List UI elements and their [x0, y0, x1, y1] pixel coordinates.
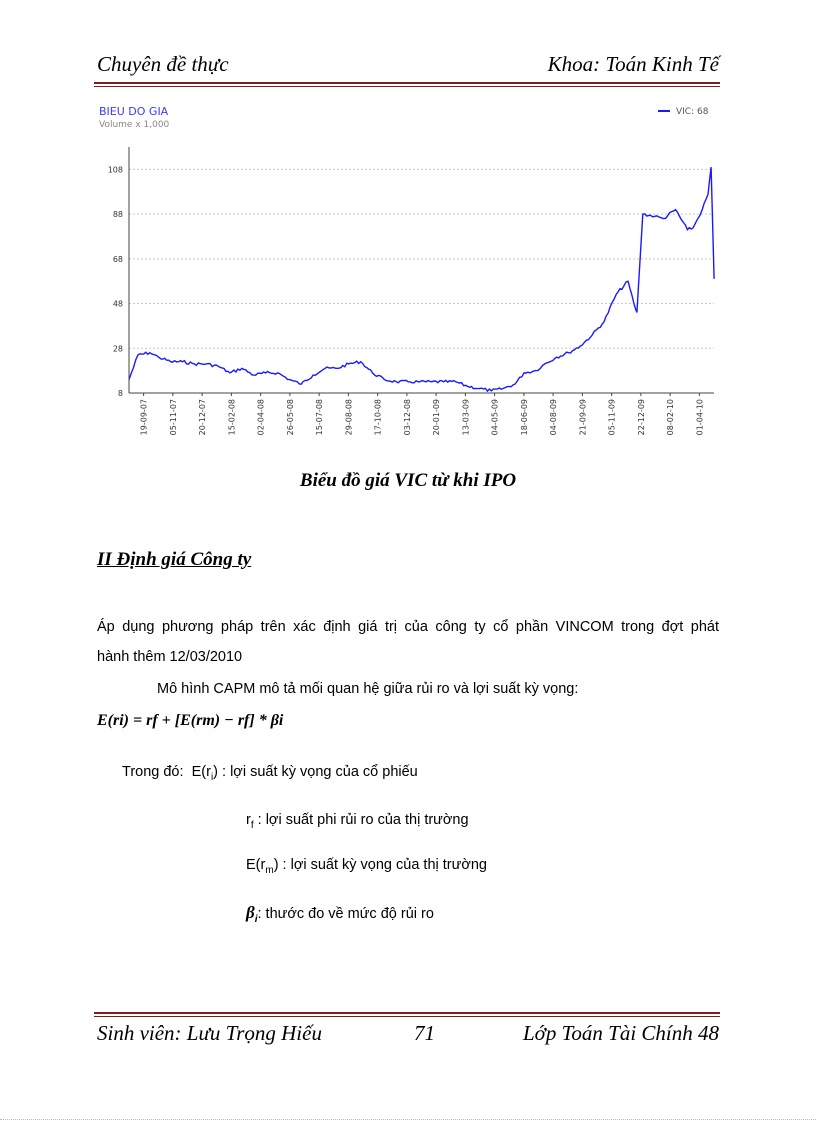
- definition-symbol: E(r: [246, 857, 266, 873]
- definition-subscript: m: [265, 864, 274, 876]
- x-tick-label: 05-11-07: [169, 399, 178, 435]
- page-header: Chuyên đề thực Khoa: Toán Kinh Tế: [97, 52, 719, 82]
- header-rule-thin: [94, 86, 720, 87]
- definition-text: ) : lợi suất kỳ vọng của thị trường: [273, 857, 487, 873]
- x-tick-label: 18-06-09: [520, 399, 529, 435]
- x-tick-label: 22-12-09: [637, 399, 646, 435]
- where-label: Trong đó:: [122, 764, 184, 780]
- paragraph-line: Áp dụng phương pháp trên xác định giá tr…: [97, 619, 719, 635]
- paragraph: Mô hình CAPM mô tả mối quan hệ giữa rủi …: [157, 681, 579, 697]
- footer-left: Sinh viên: Lưu Trọng Hiếu: [97, 1021, 322, 1045]
- page-number: 71: [414, 1021, 435, 1045]
- x-tick-label: 03-12-08: [403, 399, 412, 435]
- chart-title: BIEU DO GIA: [99, 105, 169, 118]
- paragraph-line: hành thêm 12/03/2010: [97, 649, 243, 665]
- definition-symbol: r: [246, 812, 251, 828]
- x-tick-label: 04-08-09: [549, 399, 558, 435]
- x-tick-label: 15-07-08: [315, 399, 324, 435]
- footer-rule: [94, 1012, 720, 1014]
- header-left: Chuyên đề thực: [97, 52, 229, 76]
- x-tick-label: 21-09-09: [578, 399, 587, 435]
- definition-text: : thước đo về mức độ rủi ro: [257, 906, 434, 922]
- x-tick-label: 20-12-07: [198, 399, 207, 435]
- footer-right: Lớp Toán Tài Chính 48: [523, 1021, 719, 1045]
- definition-subscript: f: [250, 819, 254, 831]
- price-chart: BIEU DO GIA Volume x 1,000 VIC: 68 8 28 48…: [96, 97, 720, 455]
- definition-subscript: i: [210, 771, 214, 783]
- x-tick-label: 26-05-08: [286, 399, 295, 435]
- capm-formula: E(ri) = rf + [E(rm) − rf] * βi: [97, 712, 284, 729]
- beta-symbol: β: [246, 903, 255, 922]
- x-tick-label: 04-05-09: [491, 399, 500, 435]
- definition-row: Trong đó: E(ri) : lợi suất kỳ vọng của c…: [122, 764, 418, 783]
- header-rule: [94, 82, 720, 84]
- y-tick-label: 68: [113, 255, 123, 264]
- x-tick-label: 02-04-08: [257, 399, 266, 435]
- page-edge-dots: [0, 1119, 816, 1120]
- x-tick-label: 01-04-10: [695, 399, 704, 435]
- definition-text: : lợi suất phi rủi ro của thị trường: [253, 812, 469, 828]
- x-tick-label: 05-11-09: [608, 399, 617, 435]
- x-tick-label: 15-02-08: [227, 399, 236, 435]
- series-line-vic: [128, 167, 715, 393]
- definition-subscript: i: [254, 913, 258, 925]
- y-tick-label: 88: [113, 210, 123, 219]
- x-tick-label: 20-01-09: [432, 399, 441, 435]
- y-tick-label: 48: [113, 300, 123, 309]
- legend-label: VIC: 68: [676, 107, 709, 117]
- definition-symbol: E(r: [191, 764, 211, 780]
- footer-rule-thin: [94, 1016, 720, 1017]
- definition-text: ) : lợi suất kỳ vọng của cổ phiếu: [213, 764, 418, 780]
- x-tick-label: 19-09-07: [140, 399, 149, 435]
- x-tick-label: 17-10-08: [374, 399, 383, 435]
- chart-subtitle: Volume x 1,000: [99, 120, 170, 130]
- chart-svg: BIEU DO GIA Volume x 1,000 VIC: 68 8 28 48…: [99, 105, 715, 435]
- definition-row: rf : lợi suất phi rủi ro của thị trường: [246, 812, 469, 831]
- chart-caption: Biểu đồ giá VIC từ khi IPO: [299, 470, 517, 491]
- y-tick-label: 28: [113, 344, 123, 353]
- section-title: II Định giá Công ty: [97, 549, 252, 570]
- definition-row: E(rm) : lợi suất kỳ vọng của thị trường: [246, 857, 487, 876]
- header-right: Khoa: Toán Kinh Tế: [547, 52, 719, 76]
- x-tick-label: 08-02-10: [666, 399, 675, 435]
- x-tick-label: 29-08-08: [344, 399, 353, 435]
- definition-row: βi: thước đo về mức độ rủi ro: [246, 903, 434, 925]
- y-tick-label: 108: [108, 165, 123, 174]
- x-tick-label: 13-03-09: [461, 399, 470, 435]
- y-tick-label: 8: [118, 389, 123, 398]
